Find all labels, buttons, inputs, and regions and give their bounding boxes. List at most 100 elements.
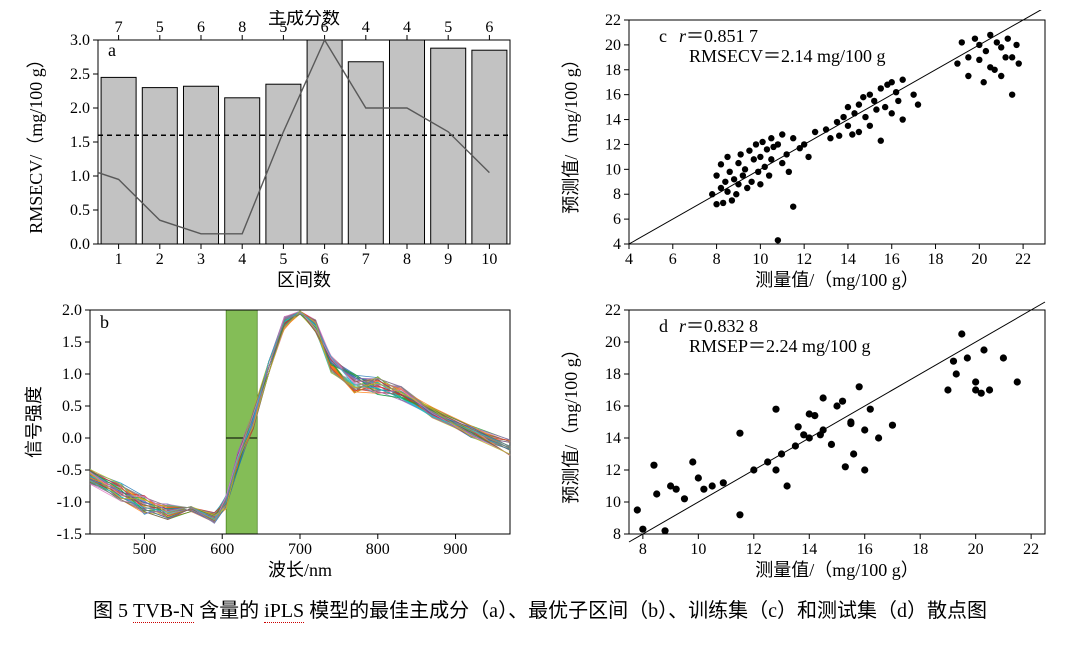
svg-text:12: 12 (605, 462, 621, 479)
svg-text:RMSECV＝2.14 mg/100 g: RMSECV＝2.14 mg/100 g (689, 46, 886, 66)
panel-b: 500600700800900-1.5-1.0-0.50.00.51.01.52… (20, 300, 525, 580)
scatter-point (899, 116, 905, 122)
scatter-point (972, 378, 979, 385)
scatter-point (860, 94, 866, 100)
scatter-point (661, 527, 668, 534)
scatter-point (861, 466, 868, 473)
scatter-point (998, 73, 1004, 79)
scatter-point (899, 77, 905, 83)
scatter-point (766, 172, 772, 178)
scatter-point (775, 237, 781, 243)
svg-text:14: 14 (840, 251, 856, 268)
svg-text:2.0: 2.0 (70, 100, 90, 117)
scatter-point (768, 156, 774, 162)
scatter-point (735, 181, 741, 187)
scatter-point (786, 169, 792, 175)
scatter-point (1013, 42, 1019, 48)
scatter-point (737, 151, 743, 157)
svg-text:10: 10 (752, 251, 768, 268)
scatter-point (735, 160, 741, 166)
bar (266, 84, 301, 244)
scatter-point (1002, 54, 1008, 60)
svg-text:600: 600 (210, 541, 234, 558)
scatter-point (768, 135, 774, 141)
svg-text:9: 9 (444, 251, 452, 268)
scatter-point (910, 91, 916, 97)
svg-text:900: 900 (444, 541, 468, 558)
spectrum-line (90, 311, 510, 516)
svg-text:18: 18 (928, 251, 944, 268)
spectrum-line (90, 311, 510, 514)
svg-text:22: 22 (605, 12, 621, 29)
scatter-point (980, 346, 987, 353)
svg-text:0.0: 0.0 (70, 236, 90, 253)
scatter-point (790, 203, 796, 209)
scatter-point (757, 181, 763, 187)
scatter-point (889, 110, 895, 116)
cap-t1: 图 5 (93, 600, 133, 622)
scatter-point (792, 442, 799, 449)
scatter-point (695, 474, 702, 481)
svg-text:1.5: 1.5 (62, 334, 82, 351)
scatter-point (783, 151, 789, 157)
svg-text:14: 14 (605, 430, 621, 447)
scatter-point (753, 141, 759, 147)
scatter-point (775, 141, 781, 147)
scatter-point (812, 129, 818, 135)
svg-text:20: 20 (605, 37, 621, 54)
scatter-point (650, 462, 657, 469)
svg-text:信号强度: 信号强度 (24, 386, 44, 458)
scatter-point (700, 486, 707, 493)
svg-text:8: 8 (403, 251, 411, 268)
scatter-point (856, 129, 862, 135)
svg-text:22: 22 (605, 302, 621, 319)
svg-text:18: 18 (605, 366, 621, 383)
scatter-point (811, 412, 818, 419)
scatter-point (801, 141, 807, 147)
panel-a: 0.00.51.01.52.02.53.01725364855667484951… (20, 10, 525, 290)
scatter-point (1005, 35, 1011, 41)
svg-text:6: 6 (485, 19, 493, 36)
svg-text:4: 4 (625, 251, 633, 268)
svg-text:1: 1 (115, 251, 123, 268)
svg-text:8: 8 (713, 251, 721, 268)
scatter-point (634, 506, 641, 513)
scatter-point (750, 466, 757, 473)
scatter-point (727, 169, 733, 175)
svg-text:2.5: 2.5 (70, 66, 90, 83)
scatter-point (889, 422, 896, 429)
bar (389, 40, 424, 244)
scatter-point (795, 423, 802, 430)
bar (431, 48, 466, 244)
svg-text:1.0: 1.0 (70, 168, 90, 185)
scatter-point (764, 458, 771, 465)
svg-text:20: 20 (971, 251, 987, 268)
scatter-point (689, 458, 696, 465)
scatter-point (976, 42, 982, 48)
scatter-point (1009, 91, 1015, 97)
svg-text:4: 4 (362, 19, 370, 36)
scatter-point (733, 191, 739, 197)
cap-t2: 含量的 (194, 600, 264, 622)
panel-a-svg: 0.00.51.01.52.02.53.01725364855667484951… (20, 10, 520, 290)
panel-d-svg: 810121416182022810121416182022dr＝0.832 8… (555, 300, 1055, 580)
svg-text:500: 500 (132, 541, 156, 558)
scatter-point (871, 98, 877, 104)
svg-text:d: d (659, 316, 668, 336)
svg-text:0.5: 0.5 (70, 202, 90, 219)
scatter-point (653, 490, 660, 497)
svg-text:b: b (100, 312, 109, 332)
scatter-point (772, 406, 779, 413)
scatter-point (978, 390, 985, 397)
spectrum-line (90, 311, 510, 514)
svg-text:预测值/（mg/100 g）: 预测值/（mg/100 g） (561, 50, 581, 214)
scatter-point (1016, 60, 1022, 66)
scatter-point (724, 189, 730, 195)
spectrum-line (90, 313, 510, 515)
scatter-point (736, 430, 743, 437)
scatter-point (849, 131, 855, 137)
scatter-point (972, 35, 978, 41)
scatter-point (731, 176, 737, 182)
panel-d: 810121416182022810121416182022dr＝0.832 8… (555, 300, 1060, 580)
spectrum-line (90, 311, 510, 515)
